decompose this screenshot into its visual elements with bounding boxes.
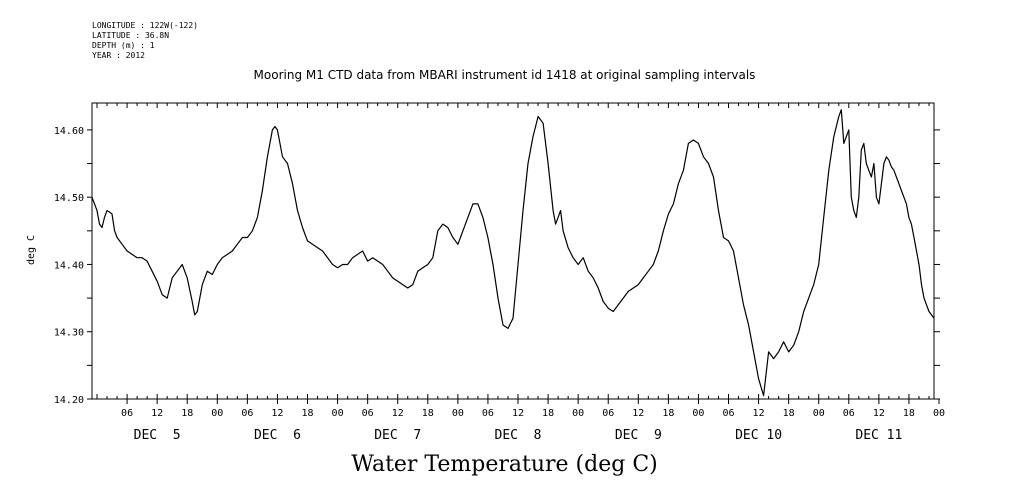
plot-frame — [91, 102, 935, 400]
x-day-label: DEC 6 — [254, 428, 301, 443]
x-tick-label: 06 — [843, 408, 855, 419]
plot-border — [91, 102, 935, 400]
x-tick-label: 12 — [151, 408, 163, 419]
x-tick-label: 06 — [722, 408, 734, 419]
x-tick-label: 18 — [783, 408, 795, 419]
x-day-label: DEC 5 — [134, 428, 181, 443]
x-tick-label: 12 — [873, 408, 885, 419]
meta-latitude: LATITUDE : 36.8N — [92, 31, 170, 40]
meta-depth: DEPTH (m) : 1 — [92, 41, 155, 50]
x-tick-label: 06 — [602, 408, 614, 419]
x-tick-label: 06 — [241, 408, 253, 419]
y-axis: 14.20 14.30 14.40 14.50 14.60 — [54, 126, 940, 406]
x-day-label: DEC 9 — [615, 428, 662, 443]
series-layer — [91, 109, 935, 397]
x-tick-label: 12 — [632, 408, 644, 419]
series-line-0 — [91, 109, 935, 397]
x-day-label: DEC 8 — [495, 428, 542, 443]
x-tick-label: 06 — [362, 408, 374, 419]
meta-longitude: LONGITUDE : 122W(-122) — [92, 21, 198, 30]
x-axis: 06 12 18 00 06 12 18 00 06 12 18 00 06 12 18 00 06 12 18 00… — [121, 399, 945, 443]
x-tick-label: 06 — [121, 408, 133, 419]
x-tick-label: 12 — [271, 408, 283, 419]
x-tick-label: 12 — [753, 408, 765, 419]
x-tick-label: 00 — [211, 408, 223, 419]
x-tick-label: 00 — [572, 408, 584, 419]
x-tick-label: 12 — [392, 408, 404, 419]
x-tick-label: 18 — [542, 408, 554, 419]
x-tick-label: 00 — [452, 408, 464, 419]
x-tick-label: 00 — [692, 408, 704, 419]
x-tick-label: 18 — [903, 408, 915, 419]
meta-year: YEAR : 2012 — [92, 51, 145, 60]
x-tick-label: 06 — [482, 408, 494, 419]
x-tick-label: 12 — [512, 408, 524, 419]
x-tick-label: 00 — [813, 408, 825, 419]
chart-title: Mooring M1 CTD data from MBARI instrumen… — [253, 68, 756, 82]
y-tick-label: 14.30 — [54, 328, 84, 339]
y-tick-label: 14.40 — [54, 260, 84, 271]
y-axis-label: deg C — [26, 235, 37, 265]
x-day-label: DEC 7 — [374, 428, 421, 443]
x-tick-label: 00 — [933, 408, 945, 419]
x-day-label: DEC 10 — [735, 428, 782, 443]
x-axis-label: Water Temperature (deg C) — [351, 452, 658, 477]
x-tick-label: 18 — [422, 408, 434, 419]
y-tick-label: 14.60 — [54, 126, 84, 137]
x-tick-label: 00 — [332, 408, 344, 419]
metadata-block: LONGITUDE : 122W(-122) LATITUDE : 36.8N … — [92, 21, 198, 61]
x-tick-label: 18 — [181, 408, 193, 419]
x-day-label: DEC 11 — [855, 428, 902, 443]
x-tick-label: 18 — [301, 408, 313, 419]
y-tick-label: 14.50 — [54, 193, 84, 204]
x-tick-label: 18 — [662, 408, 674, 419]
y-tick-label: 14.20 — [54, 395, 84, 406]
